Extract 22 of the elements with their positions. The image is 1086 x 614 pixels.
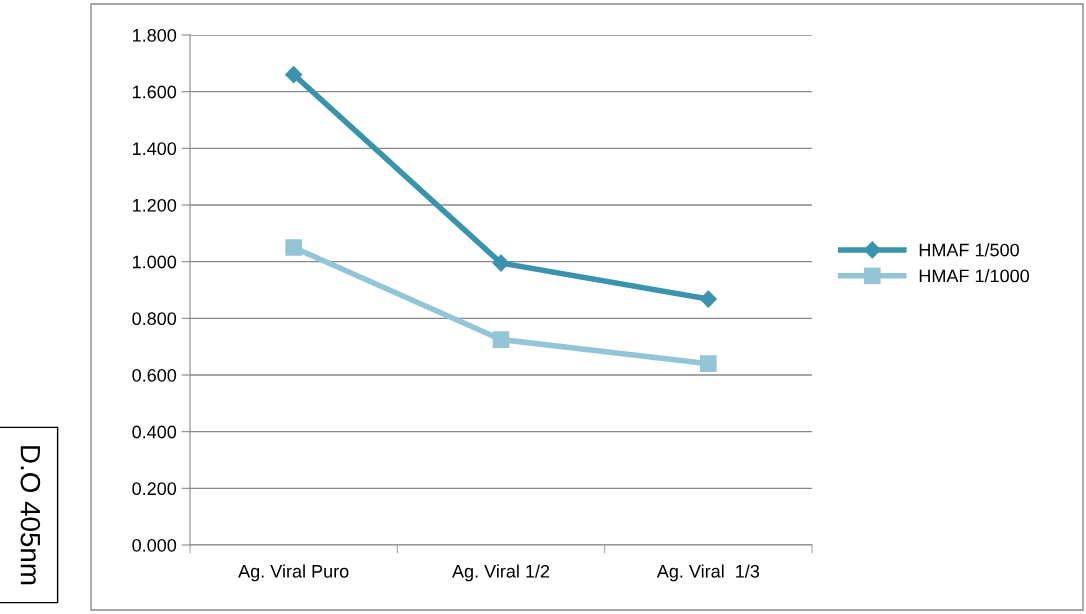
y-tick-label: 1.600	[133, 85, 177, 99]
y-tick-label: 0.800	[132, 312, 177, 326]
point	[285, 66, 303, 84]
y-tick-label: 0.400	[132, 425, 177, 439]
x-tick-label: Ag. Viral Puro	[238, 564, 349, 582]
y-tick-label: 1.800	[133, 28, 177, 42]
point	[699, 290, 717, 308]
legend-label: HMAF 1/500	[919, 243, 1019, 257]
y-tick-label: 1.200	[133, 198, 177, 212]
y-tick-label: 1.000	[133, 255, 177, 269]
y-tick-label: 1.400	[133, 142, 177, 156]
point	[699, 355, 717, 373]
x-tick-label: Ag. Viral 1/2	[452, 564, 550, 582]
point	[492, 331, 510, 348]
point	[285, 239, 303, 256]
y-axis-title: D.O 405nm	[20, 446, 41, 585]
y-tick-label: 0.600	[132, 368, 177, 382]
y-tick-label: 0.000	[132, 538, 177, 552]
y-tick-label: 0.200	[132, 482, 177, 496]
x-tick-label: Ag. Viral 1/3	[656, 564, 760, 582]
point	[492, 254, 510, 272]
legend-label: HMAF 1/1000	[919, 269, 1030, 283]
